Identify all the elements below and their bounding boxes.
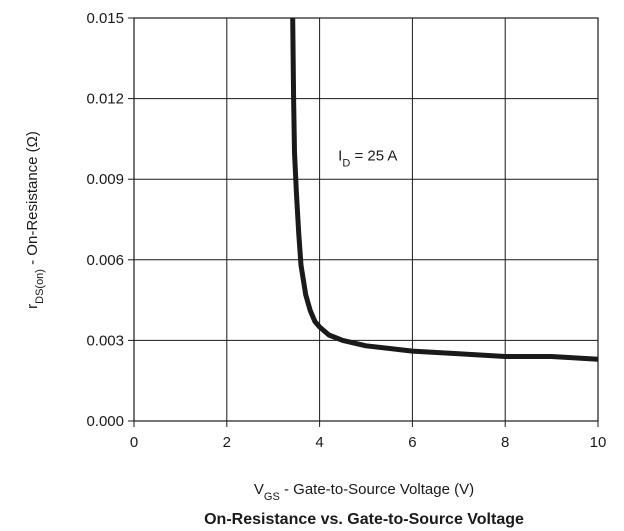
series-line	[290, 17, 599, 362]
plot-frame	[133, 17, 599, 422]
x-tick-label: 6	[408, 434, 416, 451]
x-tick-label: 8	[501, 434, 509, 451]
x-tick-label: 2	[223, 434, 231, 451]
x-tick-label: 0	[130, 434, 138, 451]
x-axis-label: VGS - Gate-to-Source Voltage (V)	[254, 481, 474, 503]
y-tick-label: 0.003	[86, 332, 124, 349]
y-tick-label: 0.009	[86, 171, 124, 188]
x-tick-label: 10	[590, 434, 607, 451]
y-tick-labels: 0.000 0.003 0.006 0.009 0.012 0.015	[86, 10, 124, 430]
x-tick-label: 4	[315, 434, 323, 451]
y-axis-label: rDS(on) - On-Resistance (Ω)	[24, 131, 46, 309]
y-tick-label: 0.000	[86, 413, 124, 430]
x-tick-labels: 0 2 4 6 8 10	[130, 434, 607, 451]
y-tick-label: 0.012	[86, 91, 124, 108]
grid	[128, 17, 599, 427]
y-tick-label: 0.015	[86, 10, 124, 27]
annotation-current: ID = 25 A	[338, 147, 397, 169]
y-tick-label: 0.006	[86, 252, 124, 269]
chart-title: On-Resistance vs. Gate-to-Source Voltage	[204, 511, 524, 528]
series-curve-group	[290, 17, 599, 362]
